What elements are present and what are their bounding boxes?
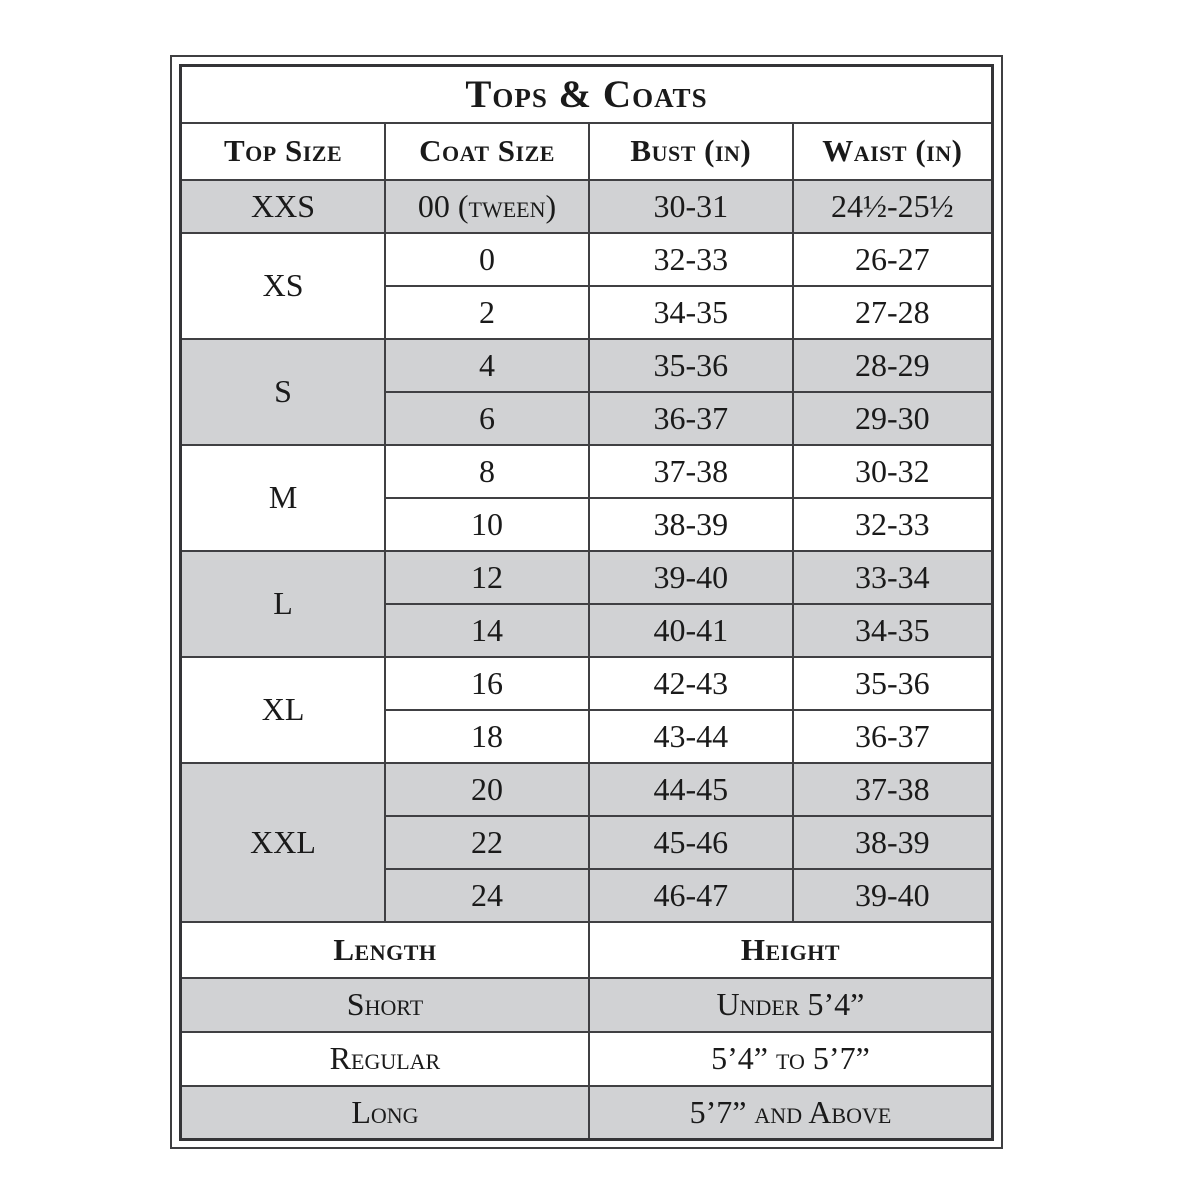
- waist-cell: 28-29: [791, 337, 994, 393]
- top-size-cell: L: [179, 549, 387, 658]
- top-size-cell: XL: [179, 655, 387, 764]
- bust-cell: 37-38: [587, 443, 794, 499]
- size-chart: Tops & Coats Top Size Coat Size Bust (in…: [170, 55, 1003, 1149]
- waist-cell: 30-32: [791, 443, 994, 499]
- waist-cell: 24½-25½: [791, 178, 994, 234]
- table-row: 14 40-41 34-35: [181, 602, 994, 658]
- bust-cell: 30-31: [587, 178, 794, 234]
- waist-cell: 35-36: [791, 655, 994, 711]
- waist-cell: 34-35: [791, 602, 994, 658]
- coat-size-cell: 8: [384, 443, 590, 499]
- bust-cell: 43-44: [587, 708, 794, 764]
- bust-cell: 39-40: [587, 549, 794, 605]
- length-cell: Short: [179, 976, 590, 1033]
- table-row: Length Height: [179, 920, 994, 979]
- bust-cell: 36-37: [587, 390, 794, 446]
- coat-size-cell: 2: [384, 284, 590, 340]
- table-row: M 8 37-38 30-32: [179, 443, 994, 552]
- bust-cell: 32-33: [587, 231, 794, 287]
- coat-size-cell: 22: [384, 814, 590, 870]
- table-row: XXL 20 44-45 37-38: [179, 761, 994, 923]
- table-row: Long 5’7” and Above: [179, 1084, 994, 1141]
- coat-size-cell: 00 (tween): [384, 178, 590, 234]
- table-row: 2 34-35 27-28: [181, 284, 994, 340]
- fit-header-length: Length: [179, 920, 590, 979]
- top-size-cell: XXL: [179, 761, 387, 923]
- waist-cell: 38-39: [791, 814, 994, 870]
- bust-cell: 35-36: [587, 337, 794, 393]
- table-row: 6 36-37 29-30: [181, 390, 994, 446]
- coat-size-cell: 24: [384, 867, 590, 923]
- top-size-cell: XS: [179, 231, 387, 340]
- table-row: 22 45-46 38-39: [181, 814, 994, 870]
- col-header-waist: Waist (in): [791, 121, 994, 181]
- table-row: Regular 5’4” to 5’7”: [179, 1030, 994, 1087]
- table-row: L 12 39-40 33-34: [179, 549, 994, 658]
- waist-cell: 33-34: [791, 549, 994, 605]
- size-chart-table: Tops & Coats Top Size Coat Size Bust (in…: [179, 64, 994, 1141]
- coat-size-cell: 10: [384, 496, 590, 552]
- table-row: Top Size Coat Size Bust (in) Waist (in): [179, 121, 994, 181]
- table-row: 24 46-47 39-40: [181, 867, 994, 923]
- fit-header-height: Height: [587, 920, 994, 979]
- waist-cell: 37-38: [791, 761, 994, 817]
- coat-size-cell: 14: [384, 602, 590, 658]
- coat-size-cell: 6: [384, 390, 590, 446]
- waist-cell: 26-27: [791, 231, 994, 287]
- height-cell: 5’7” and Above: [587, 1084, 994, 1141]
- bust-cell: 34-35: [587, 284, 794, 340]
- col-header-bust: Bust (in): [587, 121, 794, 181]
- table-row: 18 43-44 36-37: [181, 708, 994, 764]
- waist-cell: 27-28: [791, 284, 994, 340]
- table-row: Short Under 5’4”: [179, 976, 994, 1033]
- col-header-top-size: Top Size: [179, 121, 387, 181]
- table-row: XS 0 32-33 26-27: [179, 231, 994, 340]
- bust-cell: 40-41: [587, 602, 794, 658]
- table-row: Tops & Coats: [179, 64, 994, 124]
- table-row: XL 16 42-43 35-36: [179, 655, 994, 764]
- table-row: S 4 35-36 28-29: [179, 337, 994, 446]
- table-row: XXS 00 (tween) 30-31 24½-25½: [179, 178, 994, 234]
- waist-cell: 32-33: [791, 496, 994, 552]
- coat-size-cell: 0: [384, 231, 590, 287]
- waist-cell: 39-40: [791, 867, 994, 923]
- coat-size-cell: 18: [384, 708, 590, 764]
- height-cell: 5’4” to 5’7”: [587, 1030, 994, 1087]
- bust-cell: 46-47: [587, 867, 794, 923]
- bust-cell: 38-39: [587, 496, 794, 552]
- bust-cell: 45-46: [587, 814, 794, 870]
- top-size-cell: M: [179, 443, 387, 552]
- bust-cell: 42-43: [587, 655, 794, 711]
- top-size-cell: S: [179, 337, 387, 446]
- table-row: 10 38-39 32-33: [181, 496, 994, 552]
- length-cell: Long: [179, 1084, 590, 1141]
- coat-size-cell: 16: [384, 655, 590, 711]
- coat-size-cell: 12: [384, 549, 590, 605]
- height-cell: Under 5’4”: [587, 976, 994, 1033]
- waist-cell: 29-30: [791, 390, 994, 446]
- top-size-cell: XXS: [179, 178, 387, 234]
- length-cell: Regular: [179, 1030, 590, 1087]
- coat-size-cell: 4: [384, 337, 590, 393]
- waist-cell: 36-37: [791, 708, 994, 764]
- coat-size-cell: 20: [384, 761, 590, 817]
- col-header-coat-size: Coat Size: [384, 121, 590, 181]
- table-title: Tops & Coats: [179, 64, 994, 124]
- bust-cell: 44-45: [587, 761, 794, 817]
